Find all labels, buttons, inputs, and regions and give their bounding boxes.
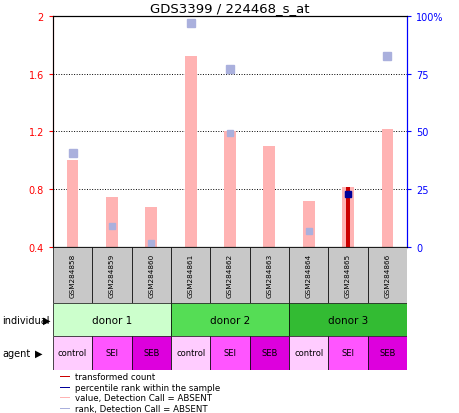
Text: GSM284863: GSM284863: [266, 254, 272, 298]
Text: control: control: [176, 349, 205, 358]
Bar: [185, 57, 196, 248]
Bar: [53, 248, 92, 304]
Bar: [171, 248, 210, 304]
Text: GSM284861: GSM284861: [187, 254, 193, 298]
Text: GSM284862: GSM284862: [226, 254, 233, 298]
Bar: [263, 147, 274, 248]
Text: individual: individual: [2, 315, 50, 325]
Text: donor 1: donor 1: [92, 315, 132, 325]
Text: rank, Detection Call = ABSENT: rank, Detection Call = ABSENT: [75, 404, 207, 413]
Bar: [92, 248, 131, 304]
Bar: [288, 248, 328, 304]
Text: ▶: ▶: [43, 315, 50, 325]
Text: SEI: SEI: [341, 349, 354, 358]
Bar: [224, 132, 235, 248]
Bar: [171, 304, 288, 337]
Text: donor 3: donor 3: [327, 315, 367, 325]
Bar: [145, 207, 157, 248]
Bar: [106, 197, 118, 248]
Bar: [341, 187, 353, 248]
Text: SEB: SEB: [378, 349, 395, 358]
Bar: [53, 304, 171, 337]
Bar: [367, 337, 406, 370]
Bar: [288, 337, 328, 370]
Text: ▶: ▶: [34, 348, 42, 358]
Text: percentile rank within the sample: percentile rank within the sample: [75, 383, 220, 392]
Bar: [367, 248, 406, 304]
Bar: [328, 337, 367, 370]
Title: GDS3399 / 224468_s_at: GDS3399 / 224468_s_at: [150, 2, 309, 15]
Bar: [67, 161, 78, 248]
Text: SEI: SEI: [223, 349, 236, 358]
Text: GSM284860: GSM284860: [148, 254, 154, 298]
Bar: [53, 337, 92, 370]
Bar: [131, 337, 171, 370]
Bar: [131, 248, 171, 304]
Text: transformed count: transformed count: [75, 373, 155, 381]
Text: GSM284864: GSM284864: [305, 254, 311, 298]
Text: SEB: SEB: [261, 349, 277, 358]
Bar: [249, 337, 288, 370]
Text: GSM284858: GSM284858: [69, 254, 75, 298]
Bar: [60, 397, 70, 398]
Bar: [328, 248, 367, 304]
Bar: [171, 337, 210, 370]
Text: control: control: [293, 349, 323, 358]
Bar: [210, 337, 249, 370]
Bar: [288, 304, 406, 337]
Bar: [210, 248, 249, 304]
Bar: [92, 337, 131, 370]
Text: control: control: [58, 349, 87, 358]
Text: GSM284865: GSM284865: [344, 254, 350, 298]
Text: GSM284859: GSM284859: [109, 254, 115, 298]
Bar: [302, 202, 314, 248]
Text: SEB: SEB: [143, 349, 159, 358]
Text: value, Detection Call = ABSENT: value, Detection Call = ABSENT: [75, 393, 212, 402]
Bar: [345, 187, 349, 248]
Bar: [249, 248, 288, 304]
Bar: [60, 387, 70, 388]
Bar: [60, 408, 70, 409]
Text: donor 2: donor 2: [209, 315, 250, 325]
Bar: [381, 129, 392, 248]
Text: GSM284866: GSM284866: [384, 254, 390, 298]
Text: SEI: SEI: [105, 349, 118, 358]
Bar: [60, 376, 70, 377]
Text: agent: agent: [2, 348, 30, 358]
